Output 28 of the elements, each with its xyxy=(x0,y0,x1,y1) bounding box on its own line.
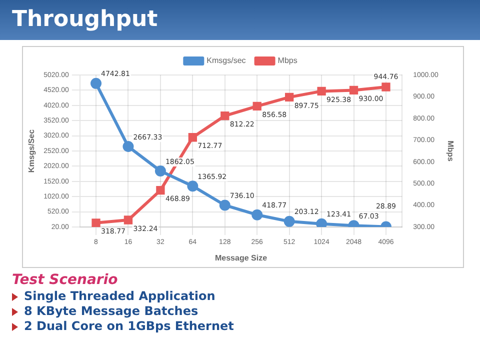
y2-axis-title: Mbps xyxy=(446,140,455,162)
text: Test Scenario xyxy=(12,272,119,288)
y-axis-title: Kmsgs/Sec xyxy=(27,128,36,173)
point xyxy=(90,78,102,89)
text: 2 Dual Core on 1GBps Ethernet xyxy=(23,319,235,333)
point xyxy=(124,216,133,224)
legend-label: Kmsgs/sec xyxy=(206,56,246,66)
point xyxy=(317,86,326,96)
point xyxy=(92,218,100,227)
x-axis-title: Message Size xyxy=(214,253,268,262)
chart-title: Throughput xyxy=(0,0,480,40)
point xyxy=(220,111,230,120)
point xyxy=(156,186,165,195)
point xyxy=(187,180,198,192)
text: Single Threaded Application xyxy=(23,289,216,303)
point xyxy=(122,141,134,152)
point xyxy=(284,216,295,227)
text: 8 KByte Message Batches xyxy=(23,304,200,318)
point xyxy=(188,133,197,142)
point xyxy=(252,209,263,220)
point xyxy=(285,92,294,102)
point xyxy=(252,102,262,110)
point xyxy=(219,200,230,211)
legend-label: Mbps xyxy=(278,56,298,66)
point xyxy=(316,218,328,227)
point xyxy=(154,166,166,176)
point xyxy=(349,86,358,95)
point xyxy=(382,82,390,92)
